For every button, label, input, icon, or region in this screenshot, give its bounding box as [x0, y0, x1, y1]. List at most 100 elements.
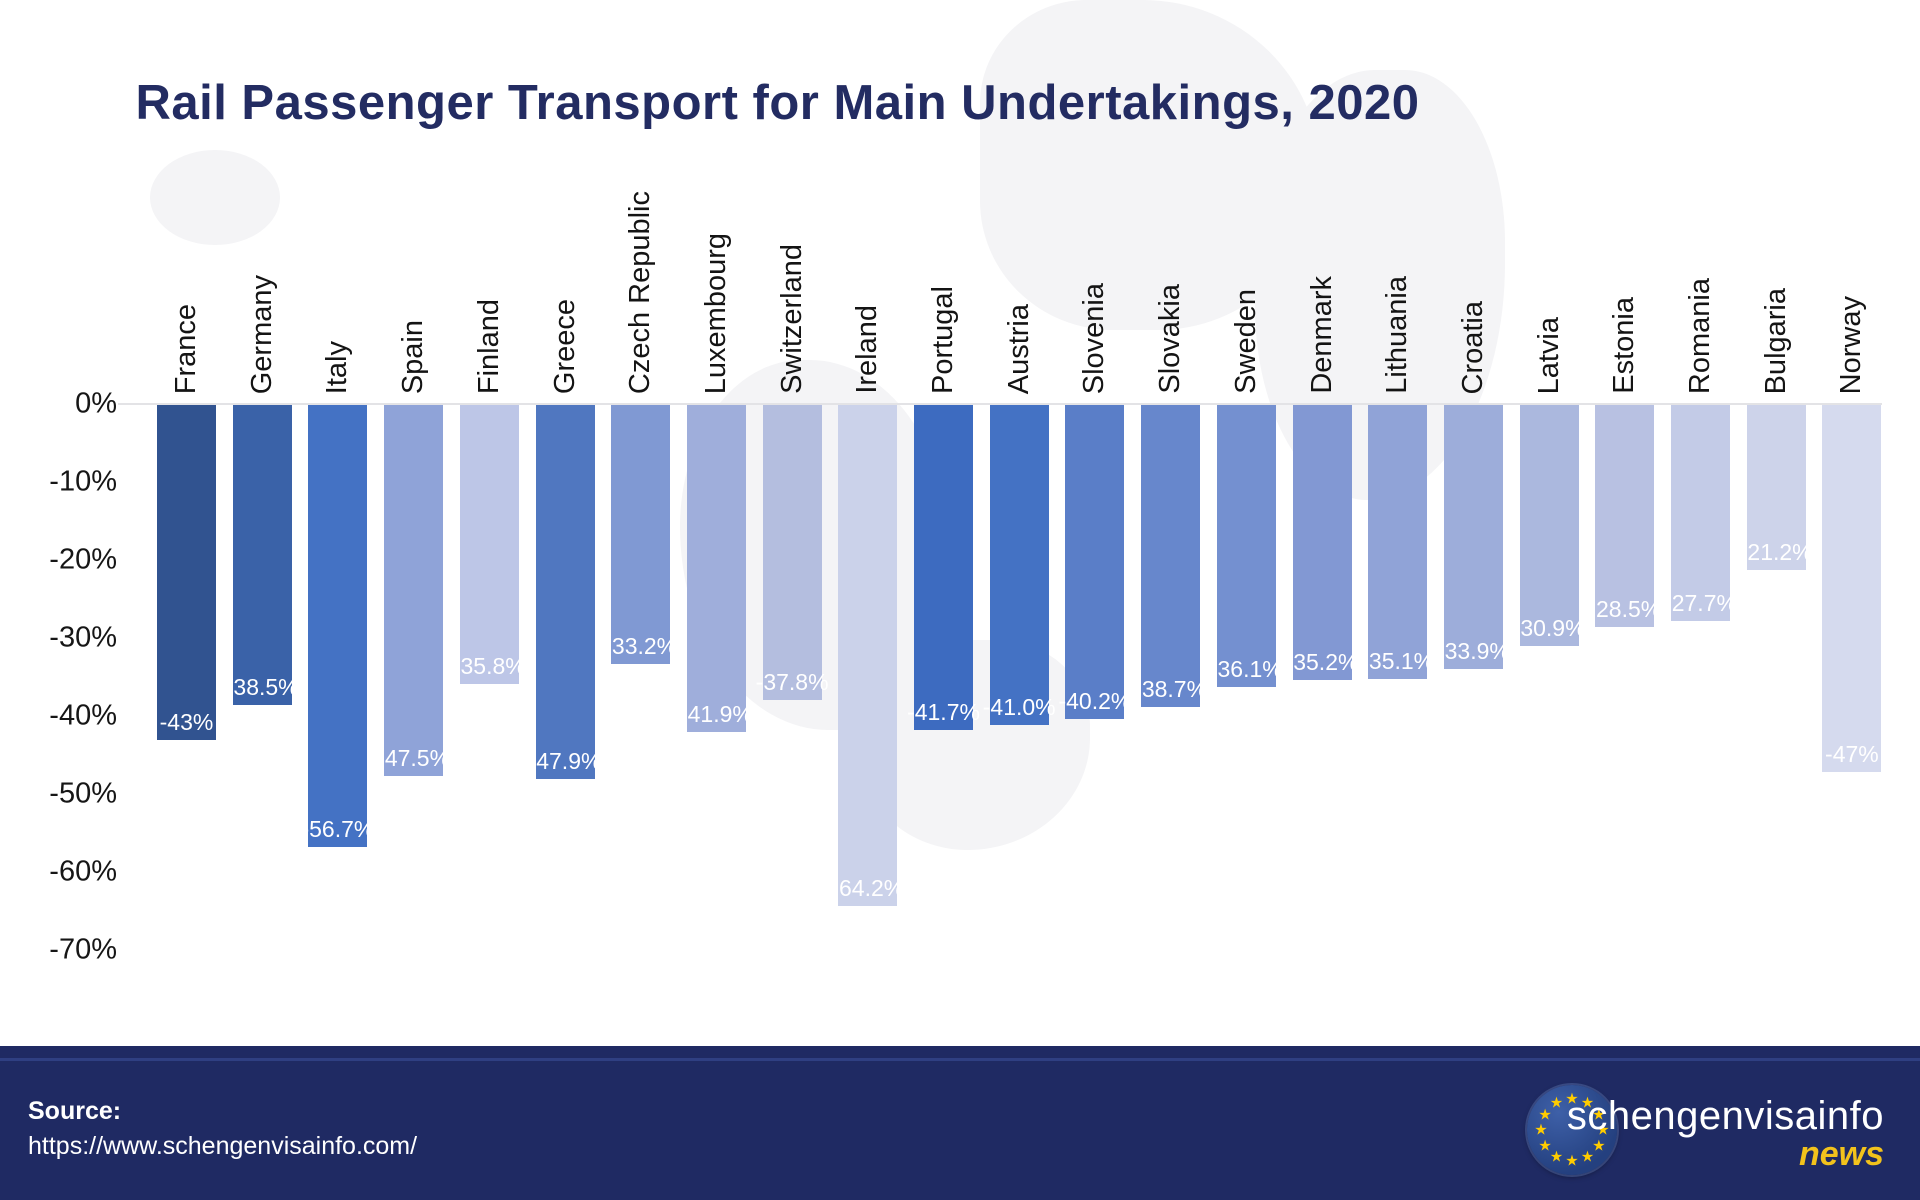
bar-category-label-wrap: Austria [982, 0, 1057, 394]
bar-value-label: -47% [1825, 740, 1879, 767]
bar-category-label: Norway [1835, 295, 1868, 394]
bar-category-label-wrap: Lithuania [1360, 0, 1435, 394]
bar-category-label: Ireland [851, 305, 884, 394]
eu-star-icon: ★ [1534, 1121, 1548, 1139]
bar-value-label: -38.7% [1134, 675, 1208, 702]
bar-portugal [914, 405, 973, 731]
y-axis-tick-label: -40% [49, 699, 117, 732]
y-axis-tick-label: -30% [49, 621, 117, 654]
bar-value-label: -41.9% [679, 700, 753, 727]
eu-star-icon: ★ [1549, 1148, 1564, 1166]
source-block: Source: https://www.schengenvisainfo.com… [28, 1094, 417, 1164]
bar-category-label: Estonia [1608, 297, 1641, 394]
bar-value-label: -47.9% [528, 747, 602, 774]
eu-star-icon: ★ [1592, 1137, 1606, 1154]
bar-bulgaria [1746, 405, 1806, 571]
bar-category-label: Croatia [1456, 300, 1489, 395]
bar-category-label-wrap: Romania [1663, 0, 1738, 394]
bar-category-label-wrap: Slovenia [1057, 0, 1132, 394]
bar-category-label: Germany [245, 274, 278, 394]
y-axis-tick-label: -50% [49, 777, 117, 810]
bar-category-label-wrap: Latvia [1512, 0, 1587, 394]
bar-category-label-wrap: Luxembourg [679, 0, 754, 394]
bar-norway [1822, 405, 1882, 772]
y-axis-tick-label: -10% [49, 465, 117, 498]
bar-category-label-wrap: Switzerland [755, 0, 830, 394]
eu-star-icon: ★ [1538, 1106, 1552, 1123]
bar-luxembourg [686, 405, 746, 732]
bar-category-label: Denmark [1305, 276, 1338, 394]
y-axis-tick-label: 0% [75, 387, 117, 420]
eu-star-icon: ★ [1580, 1148, 1595, 1166]
bar-value-label: -38.5% [225, 674, 299, 701]
eu-star-icon: ★ [1580, 1094, 1595, 1112]
bar-switzerland [762, 405, 822, 700]
bar-value-label: -35.2% [1285, 648, 1359, 675]
bar-category-label: Luxembourg [699, 232, 732, 394]
bar-value-label: -35.1% [1361, 647, 1435, 674]
bar-value-label: -40.2% [1058, 687, 1132, 714]
eu-star-icon: ★ [1592, 1106, 1606, 1123]
bar-value-label: -33.2% [604, 632, 678, 659]
bar-category-label-wrap: Portugal [906, 0, 981, 394]
bar-category-label: Finland [472, 298, 505, 394]
bar-value-label: -36.1% [1209, 655, 1283, 682]
y-axis-tick-label: -70% [49, 933, 117, 966]
bar-category-label: Switzerland [775, 244, 808, 394]
bar-lithuania [1368, 405, 1428, 679]
bar-value-label: -28.5% [1588, 596, 1662, 623]
bar-estonia [1595, 405, 1655, 628]
bar-romania [1671, 405, 1730, 622]
footer-accent-line [0, 1058, 1920, 1061]
bar-value-label: -21.2% [1739, 539, 1813, 566]
eu-star-icon: ★ [1565, 1090, 1579, 1108]
bar-france [157, 405, 216, 741]
bar-category-label-wrap: Slovakia [1133, 0, 1208, 394]
bar-czech-republic [611, 405, 671, 664]
bar-category-label: France [170, 303, 202, 394]
bar-category-label-wrap: Sweden [1209, 0, 1284, 394]
bar-value-label: -43% [159, 709, 214, 736]
bar-category-label-wrap: Spain [376, 0, 451, 394]
bar-austria [989, 405, 1049, 725]
chart-title: Rail Passenger Transport for Main Undert… [135, 75, 1420, 130]
bar-sweden [1216, 405, 1276, 687]
eu-stars-icon: ★ ★ ★ ★ ★ ★ ★ ★ ★ ★ ★ ★ [1527, 1085, 1617, 1175]
bar-category-label: Greece [548, 298, 581, 394]
bar-value-label: -64.2% [831, 874, 905, 901]
bar-category-label-wrap: Greece [528, 0, 603, 394]
bar-category-label: Romania [1684, 277, 1716, 394]
bar-finland [459, 405, 519, 685]
bar-category-label-wrap: Denmark [1285, 0, 1360, 394]
bar-category-label-wrap: Ireland [830, 0, 905, 394]
bar-category-label: Spain [397, 319, 430, 394]
y-axis-tick-label: -60% [49, 855, 117, 888]
bar-value-label: -35.8% [452, 653, 526, 680]
bar-spain [384, 405, 444, 776]
bar-category-label: Portugal [927, 285, 959, 394]
brand-sub: news [1798, 1134, 1884, 1173]
bar-category-label: Italy [321, 340, 354, 394]
bar-category-label: Latvia [1532, 316, 1565, 394]
brand-block: schengenvisainfo news [1567, 1096, 1884, 1171]
bar-category-label: Lithuania [1381, 276, 1414, 394]
bar-ireland [838, 405, 898, 906]
y-axis-tick-label: -20% [49, 543, 117, 576]
bar-category-label: Bulgaria [1759, 287, 1792, 394]
bar-germany [232, 405, 292, 706]
bar-slovakia [1141, 405, 1201, 707]
eu-star-icon: ★ [1538, 1137, 1552, 1154]
europe-map-watermark [860, 640, 1090, 850]
zero-baseline [118, 403, 1882, 405]
eu-star-icon: ★ [1596, 1121, 1610, 1139]
bar-category-label-wrap: Germany [225, 0, 300, 394]
bar-category-label: Austria [1002, 303, 1035, 394]
brand-name: schengenvisainfo [1566, 1094, 1884, 1138]
bar-category-label-wrap: Czech Republic [603, 0, 678, 394]
bar-category-label-wrap: Italy [300, 0, 375, 394]
bar-value-label: -47.5% [377, 744, 451, 771]
bar-category-label-wrap: Estonia [1587, 0, 1662, 394]
bar-value-label: -33.9% [1436, 638, 1510, 665]
